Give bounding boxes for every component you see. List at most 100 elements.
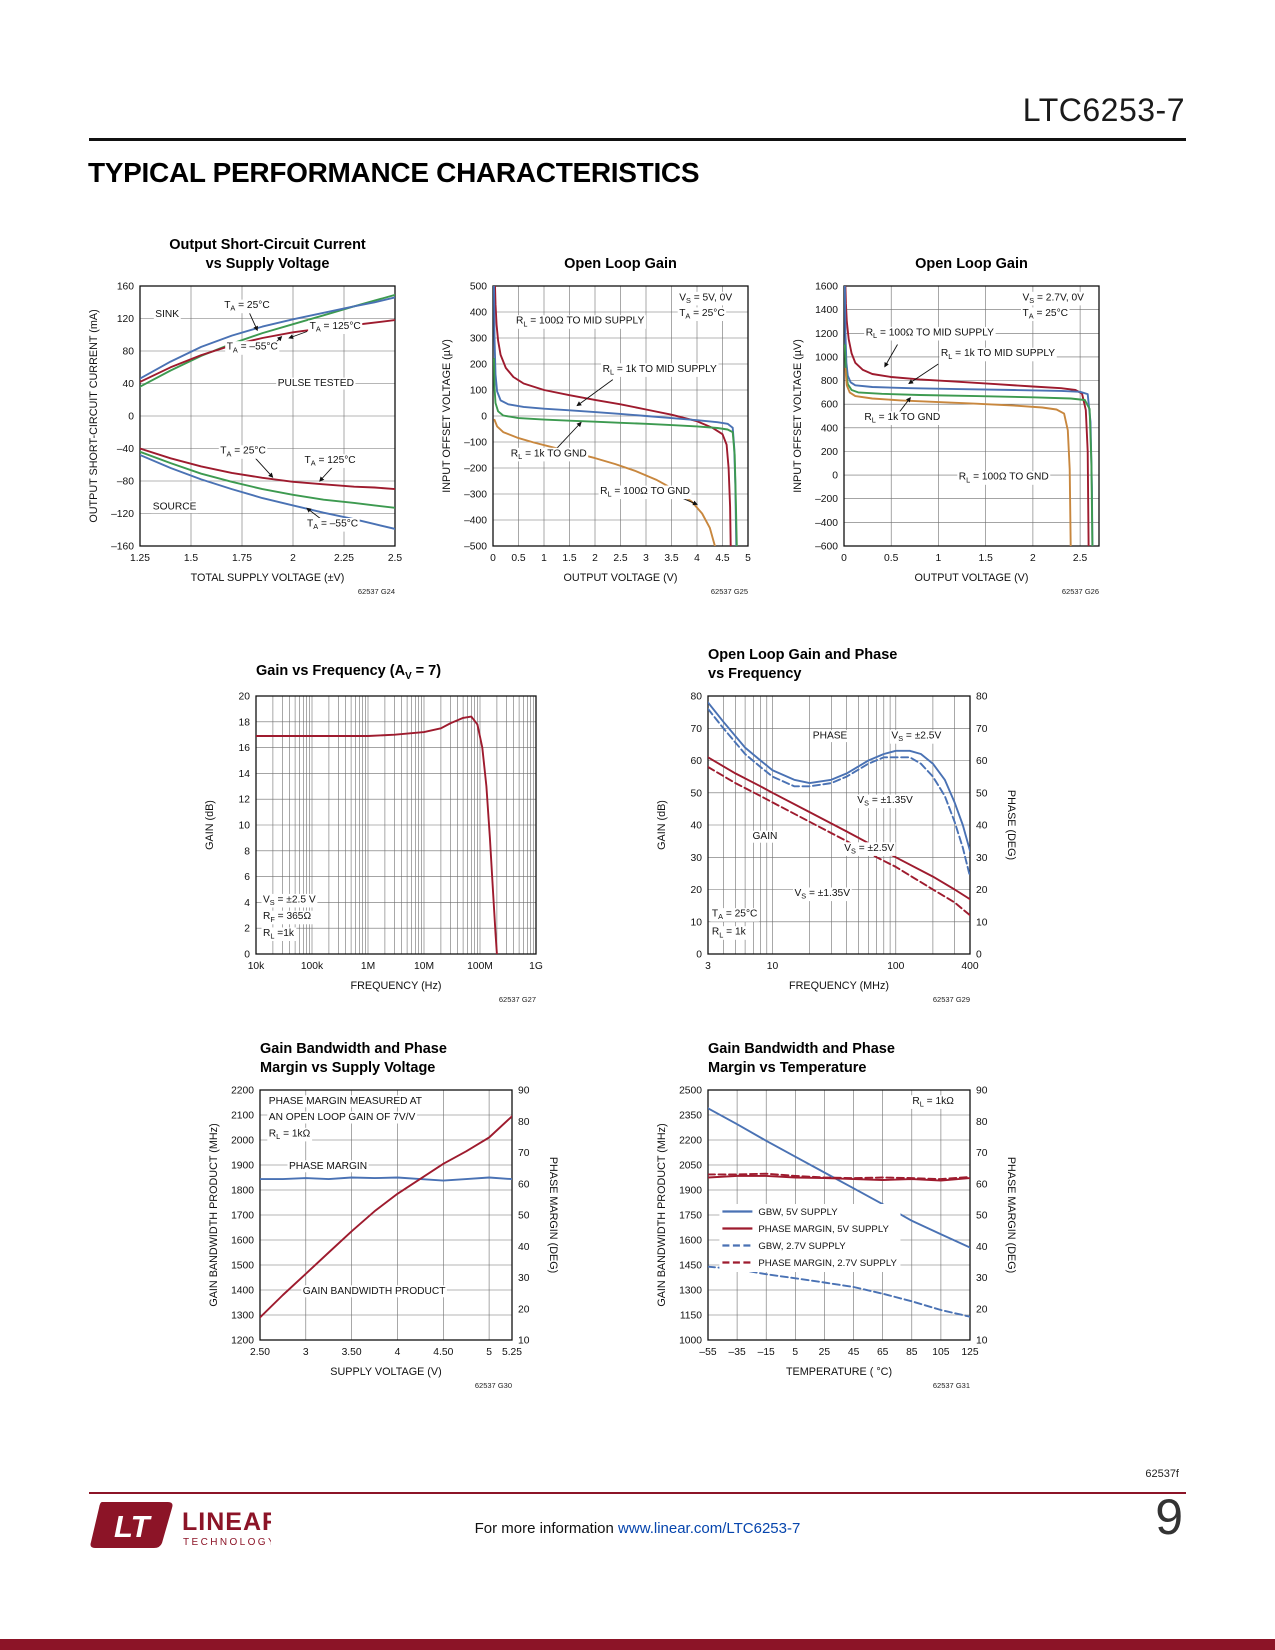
axis-labels: OUTPUT VOLTAGE (V) INPUT OFFSET VOLTAGE (… bbox=[792, 339, 1028, 584]
svg-text:INPUT OFFSET VOLTAGE (µV): INPUT OFFSET VOLTAGE (µV) bbox=[441, 339, 453, 493]
plot-border bbox=[255, 695, 537, 955]
tick-labels: –55 –35 –15 5 25 45 65 85 105 125 1000 1150 1300 1450… bbox=[679, 1086, 988, 1359]
lt-logo-letters: LT bbox=[114, 1509, 153, 1544]
svg-text:1.75: 1.75 bbox=[232, 553, 252, 564]
plot-border bbox=[707, 1089, 971, 1341]
svg-text:3: 3 bbox=[643, 553, 649, 564]
svg-text:1: 1 bbox=[936, 553, 942, 564]
tick-labels: 3 10 100 4000102030405060708001020304050607… bbox=[691, 692, 988, 973]
svg-text:TOTAL SUPPLY VOLTAGE (±V): TOTAL SUPPLY VOLTAGE (±V) bbox=[191, 572, 345, 584]
svg-text:PHASE MARGIN, 5V SUPPLY: PHASE MARGIN, 5V SUPPLY bbox=[758, 1224, 889, 1235]
svg-text:–600: –600 bbox=[815, 542, 838, 553]
svg-text:40: 40 bbox=[976, 1242, 988, 1253]
svg-text:400: 400 bbox=[821, 423, 838, 434]
svg-text:1600: 1600 bbox=[815, 282, 838, 293]
svg-text:70: 70 bbox=[691, 724, 703, 735]
svg-text:1150: 1150 bbox=[680, 1311, 702, 1322]
chart-canvas: 0 0.5 1 1.5 2 2.5 3 3.5 4 4.5 5 –500 –400 –300 –200 –10… bbox=[441, 282, 751, 597]
svg-text:50: 50 bbox=[691, 788, 703, 799]
svg-text:0: 0 bbox=[976, 950, 982, 961]
svg-text:VS = 5V, 0V: VS = 5V, 0V bbox=[679, 292, 732, 305]
chart-canvas: 3 10 100 4000102030405060708001020304050607… bbox=[656, 692, 1017, 1005]
svg-text:1: 1 bbox=[541, 553, 547, 564]
svg-text:TA = 125°C: TA = 125°C bbox=[310, 321, 361, 334]
svg-text:60: 60 bbox=[518, 1179, 530, 1190]
svg-text:0: 0 bbox=[128, 412, 134, 423]
svg-text:INPUT OFFSET VOLTAGE (µV): INPUT OFFSET VOLTAGE (µV) bbox=[792, 339, 804, 493]
svg-text:1450: 1450 bbox=[679, 1261, 702, 1272]
chart-gbw-phase-margin-vs-temperature: Gain Bandwidth and Phase Margin vs Temper… bbox=[652, 1036, 1017, 1397]
svg-text:16: 16 bbox=[239, 743, 251, 754]
svg-text:–400: –400 bbox=[464, 516, 487, 527]
svg-text:1200: 1200 bbox=[231, 1336, 254, 1347]
svg-text:VS = 2.7V, 0V: VS = 2.7V, 0V bbox=[1023, 292, 1085, 305]
svg-text:600: 600 bbox=[821, 400, 838, 411]
svg-text:PHASE MARGIN: PHASE MARGIN bbox=[289, 1161, 367, 1172]
tick-labels: 2.50 3 3.50 4 4.50 5 5.25 1200 1300 1400 1500 1600 1… bbox=[231, 1086, 530, 1359]
svg-text:–160: –160 bbox=[111, 542, 134, 553]
svg-text:GBW, 5V SUPPLY: GBW, 5V SUPPLY bbox=[758, 1207, 838, 1218]
svg-text:50: 50 bbox=[976, 1211, 988, 1222]
svg-text:1G: 1G bbox=[529, 961, 543, 972]
chart-code: 62537 G29 bbox=[933, 995, 970, 1004]
chart-open-loop-gain-5v: Open Loop Gain 0 0.5 1 1.5 2 2.5 3 3.5 4 4.5 5 –500 –… bbox=[437, 232, 762, 603]
svg-text:125: 125 bbox=[961, 1347, 978, 1358]
svg-text:2.5: 2.5 bbox=[1073, 553, 1088, 564]
svg-text:40: 40 bbox=[123, 379, 135, 390]
svg-text:RL = 100Ω TO MID SUPPLY: RL = 100Ω TO MID SUPPLY bbox=[516, 316, 644, 329]
svg-text:–40: –40 bbox=[117, 444, 134, 455]
svg-text:1700: 1700 bbox=[231, 1211, 254, 1222]
svg-text:RL = 1k TO GND: RL = 1k TO GND bbox=[511, 448, 587, 461]
svg-text:2050: 2050 bbox=[679, 1161, 702, 1172]
footer-link[interactable]: www.linear.com/LTC6253-7 bbox=[618, 1520, 801, 1537]
svg-text:20: 20 bbox=[976, 1304, 988, 1315]
svg-text:TA = –55°C: TA = –55°C bbox=[227, 342, 278, 355]
svg-text:3.5: 3.5 bbox=[664, 553, 679, 564]
svg-text:RL = 100Ω TO GND: RL = 100Ω TO GND bbox=[600, 486, 690, 499]
svg-text:400: 400 bbox=[470, 308, 487, 319]
svg-text:1M: 1M bbox=[361, 961, 375, 972]
svg-text:4.5: 4.5 bbox=[715, 553, 730, 564]
svg-text:70: 70 bbox=[976, 724, 988, 735]
svg-text:100: 100 bbox=[470, 386, 487, 397]
chart-canvas: 10k 100k 1M 10M 100M 1G 0 2 4 6 8 10 12 14 16 18 20 FREQU… bbox=[204, 692, 543, 1005]
svg-text:4.50: 4.50 bbox=[433, 1347, 453, 1358]
svg-text:–55: –55 bbox=[699, 1347, 716, 1358]
svg-text:PHASE: PHASE bbox=[813, 731, 848, 742]
svg-text:500: 500 bbox=[470, 282, 487, 293]
series-gbw-2.7v bbox=[708, 1265, 970, 1318]
svg-text:TA = –55°C: TA = –55°C bbox=[307, 519, 358, 532]
svg-text:0.5: 0.5 bbox=[511, 553, 526, 564]
series-source-25 bbox=[140, 450, 395, 509]
plot-border bbox=[843, 285, 1100, 547]
svg-text:RL = 1kΩ: RL = 1kΩ bbox=[912, 1096, 954, 1109]
annotation-arrow bbox=[908, 363, 939, 385]
svg-text:VS = ±2.5V: VS = ±2.5V bbox=[891, 731, 941, 744]
svg-text:10: 10 bbox=[691, 917, 703, 928]
svg-text:VS = ±1.35V: VS = ±1.35V bbox=[857, 795, 913, 808]
svg-text:RL = 1k TO GND: RL = 1k TO GND bbox=[864, 412, 940, 425]
svg-text:1.25: 1.25 bbox=[130, 553, 150, 564]
svg-text:TA = 25°C: TA = 25°C bbox=[712, 909, 758, 922]
svg-text:–200: –200 bbox=[464, 464, 487, 475]
chart-canvas: 0 0.5 1 1.5 2 2.5 –600 –400 –200 0 200 400 600 800 100… bbox=[792, 282, 1100, 596]
svg-text:1000: 1000 bbox=[815, 352, 838, 363]
svg-text:30: 30 bbox=[976, 853, 988, 864]
svg-text:1900: 1900 bbox=[679, 1186, 702, 1197]
chart-title: Open Loop Gain bbox=[564, 256, 677, 273]
svg-text:SUPPLY VOLTAGE (V): SUPPLY VOLTAGE (V) bbox=[330, 1366, 441, 1378]
plot-border bbox=[492, 285, 749, 547]
svg-text:100: 100 bbox=[887, 961, 904, 972]
svg-text:5.25: 5.25 bbox=[502, 1347, 522, 1358]
chart-code: 62537 G25 bbox=[711, 587, 748, 596]
svg-text:200: 200 bbox=[821, 447, 838, 458]
svg-text:GAIN BANDWIDTH PRODUCT (MHz): GAIN BANDWIDTH PRODUCT (MHz) bbox=[656, 1123, 668, 1306]
annotation-arrow bbox=[249, 313, 258, 332]
chart-title: Output Short-Circuit Current vs Supply Vo… bbox=[169, 237, 366, 273]
svg-text:VS = ±1.35V: VS = ±1.35V bbox=[795, 888, 851, 901]
series-gbw-5v bbox=[708, 1107, 970, 1249]
footer-pre-text: For more information bbox=[474, 1520, 619, 1537]
svg-text:90: 90 bbox=[976, 1086, 988, 1097]
series-rl100-mid bbox=[844, 286, 1090, 546]
